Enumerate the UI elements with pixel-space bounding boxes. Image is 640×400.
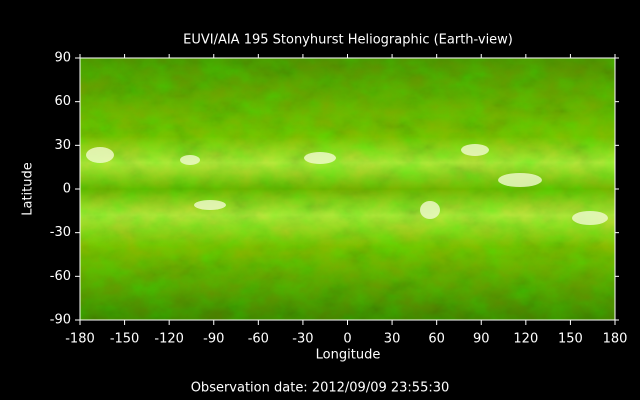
y-tick-label: -90 — [50, 313, 71, 328]
x-tick-label: 120 — [513, 332, 538, 347]
y-tick-label: 30 — [54, 138, 71, 153]
y-tick-label: -60 — [50, 269, 71, 284]
x-tick-label: 180 — [603, 332, 628, 347]
y-tick-label: -30 — [50, 225, 71, 240]
annotation: Observation date: 2012/09/09 23:55:30 — [191, 381, 450, 396]
y-tick-label: 90 — [54, 51, 71, 66]
x-tick-label: -60 — [248, 332, 269, 347]
y-tick-label: 60 — [54, 94, 71, 109]
x-tick-label: 30 — [384, 332, 401, 347]
x-tick-label: -150 — [110, 332, 140, 347]
chart-title: EUVI/AIA 195 Stonyhurst Heliographic (Ea… — [183, 33, 513, 48]
x-axis-label: Longitude — [316, 348, 381, 363]
x-tick-label: 60 — [428, 332, 445, 347]
x-tick-label: 0 — [343, 332, 351, 347]
x-tick-label: -180 — [65, 332, 95, 347]
x-tick-label: 150 — [558, 332, 583, 347]
x-tick-label: 90 — [473, 332, 490, 347]
solar-map — [79, 57, 616, 321]
x-tick-label: -90 — [203, 332, 224, 347]
y-tick-label: 0 — [63, 182, 71, 197]
y-axis-label: Latitude — [21, 162, 36, 216]
x-tick-label: -120 — [154, 332, 184, 347]
x-tick-label: -30 — [292, 332, 313, 347]
